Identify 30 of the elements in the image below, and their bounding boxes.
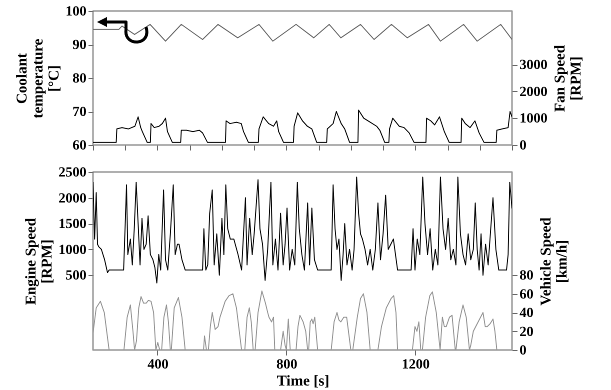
- y2-tick-label: 1000: [520, 112, 548, 127]
- y-tick-label: 60: [72, 138, 86, 154]
- x-axis-title: Time [s]: [276, 374, 330, 390]
- line-series: [93, 176, 512, 284]
- y2-tick-label: 3000: [520, 58, 548, 74]
- y2-tick-label: 80: [520, 268, 534, 284]
- y2-tick-label: 60: [520, 287, 534, 302]
- y2-axis-title: Vehicle Speed [km/h]: [538, 216, 570, 306]
- y-tick-label: 2500: [58, 166, 86, 180]
- line-series: [93, 24, 512, 42]
- y-axis-title: Coolant temperature [°C]: [14, 38, 62, 118]
- line-series: [93, 110, 512, 143]
- y2-tick-label: 20: [520, 324, 534, 340]
- x-tick-label: 800: [276, 358, 298, 372]
- x-tick-label: 1200: [402, 358, 430, 372]
- y-tick-label: 2000: [58, 191, 86, 206]
- y-tick-label: 90: [72, 38, 86, 53]
- y2-tick-label: 2000: [520, 84, 548, 100]
- y-tick-label: 1500: [58, 217, 86, 232]
- y-tick-label: 80: [72, 72, 86, 86]
- y2-tick-label: 40: [520, 306, 534, 322]
- x-tick-label: 400: [147, 358, 168, 372]
- y2-axis-title: Fan Speed [RPM]: [552, 44, 584, 112]
- y-tick-label: 1000: [58, 242, 86, 258]
- y-tick-label: 70: [72, 105, 86, 120]
- y-tick-label: 100: [66, 4, 86, 20]
- y2-tick-label: 0: [520, 344, 526, 358]
- y-tick-label: 500: [66, 268, 86, 284]
- y2-tick-label: 0: [520, 138, 526, 154]
- y-axis-title: Engine Speed [RPM]: [24, 217, 56, 306]
